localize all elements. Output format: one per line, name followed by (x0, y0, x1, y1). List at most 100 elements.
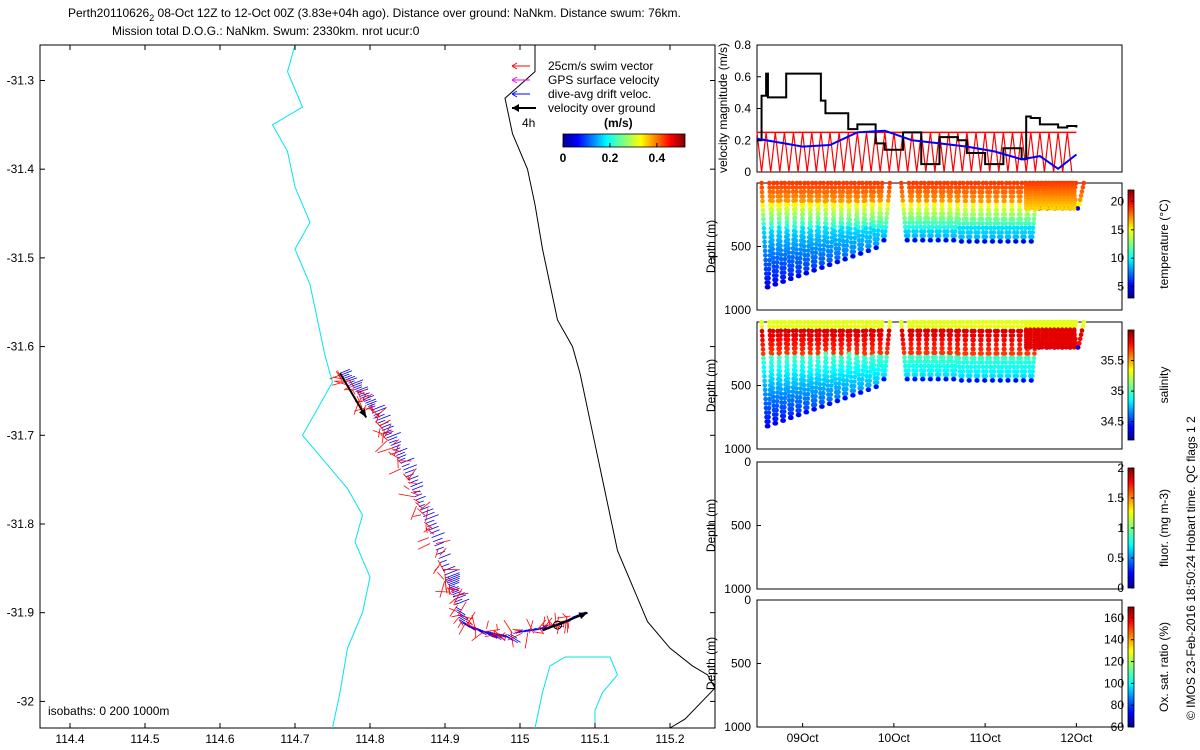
temperature-sample (903, 224, 908, 230)
temperature-sample (813, 185, 819, 190)
salinity-sample (798, 386, 803, 391)
temperature-sample (786, 241, 791, 247)
time-xtick-label: 12Oct (1060, 731, 1093, 745)
salinity-sample (792, 363, 798, 369)
map-xtick-label: 114.9 (430, 732, 459, 746)
temperature-sample (1052, 206, 1057, 211)
temperature-colorbar-tick-label: 10 (1111, 251, 1125, 265)
swim-vector (537, 619, 547, 630)
temperature-sample (955, 207, 961, 213)
temperature-sample (868, 230, 873, 235)
salinity-sample (759, 319, 764, 325)
temperature-sample (952, 233, 957, 239)
temperature-sample (938, 189, 944, 195)
salinity-sample (879, 324, 885, 329)
salinity-sample (938, 324, 943, 329)
salinity-sample (1004, 319, 1009, 325)
temperature-sample (773, 277, 779, 283)
salinity-colorbar-tick-label: 35.5 (1101, 354, 1125, 368)
salinity-sample (1040, 345, 1045, 350)
temperature-sample (824, 221, 829, 227)
salinity-sample (980, 364, 986, 370)
salinity-sample (856, 372, 861, 378)
salinity-sample (791, 337, 796, 343)
temperature-sample (922, 180, 927, 186)
temperature-colorbar-tick-label: 15 (1111, 223, 1125, 237)
temperature-sample (811, 268, 817, 273)
salinity-sample (768, 350, 774, 356)
salinity-sample (1015, 360, 1021, 365)
temperature-sample (840, 225, 845, 230)
temperature-sample (1022, 234, 1027, 240)
salinity-sample (923, 332, 928, 338)
temperature-sample (869, 198, 874, 203)
temperature-sample (901, 211, 907, 217)
temperature-sample (887, 180, 893, 186)
salinity-sample (985, 328, 990, 334)
salinity-sample (1015, 364, 1020, 370)
temperature-sample (831, 215, 837, 221)
temperature-sample (953, 185, 959, 190)
salinity-sample (821, 382, 827, 387)
temperature-sample (839, 221, 845, 226)
temperature-sample (770, 238, 775, 243)
salinity-sample (864, 319, 869, 325)
salinity-sample (934, 363, 939, 369)
temperature-sample (905, 233, 911, 239)
swim-vector (410, 491, 419, 496)
temperature-sample (998, 239, 1003, 244)
temperature-sample (945, 185, 951, 190)
temperature-ytick-label: 500 (731, 240, 751, 254)
salinity-sample (972, 360, 977, 365)
salinity-sample (769, 359, 774, 365)
salinity-sample (840, 373, 846, 379)
temperature-sample (907, 185, 912, 190)
salinity-sample (1016, 333, 1022, 338)
temperature-sample (789, 267, 795, 273)
temperature-sample (1018, 212, 1023, 217)
salinity-sample (1007, 324, 1013, 329)
salinity-sample (771, 319, 776, 325)
map-panel: 114.4 114.5 114.6 114.7 114.8 114.9 115 115.1 11… (7, 44, 716, 746)
salinity-sample (776, 355, 782, 361)
temperature-sample (806, 185, 811, 190)
salinity-sample (767, 332, 773, 338)
salinity-sample (796, 412, 801, 418)
swim-vector (413, 498, 420, 503)
temperature-sample (854, 202, 859, 208)
salinity-sample (977, 328, 982, 334)
drift-vector (420, 506, 430, 511)
salinity-sample (786, 393, 792, 399)
temperature-sample (830, 202, 836, 208)
salinity-sample (996, 364, 1001, 370)
salinity-sample (964, 324, 970, 329)
oxygen-ytick-label: 1000 (724, 720, 751, 734)
salinity-sample (862, 351, 868, 356)
salinity-sample (778, 395, 784, 401)
salinity-sample (821, 328, 827, 334)
temperature-sample (948, 211, 953, 217)
salinity-sample (910, 363, 916, 369)
temperature-sample (1011, 225, 1017, 231)
salinity-sample (773, 421, 778, 426)
salinity-sample (835, 398, 840, 404)
salinity-sample (930, 359, 935, 364)
salinity-sample (887, 319, 893, 325)
salinity-sample (879, 359, 884, 364)
salinity-sample (1003, 360, 1008, 365)
speed-colorbar-tick-label: 0 (560, 151, 567, 165)
temperature-sample (1048, 206, 1053, 211)
temperature-sample (869, 202, 875, 207)
temperature-sample (978, 198, 983, 204)
temperature-sample (916, 198, 921, 203)
swim-vector (504, 633, 507, 641)
temperature-sample (972, 185, 978, 190)
temperature-sample (1036, 206, 1041, 211)
salinity-sample (969, 328, 975, 334)
temperature-sample (934, 180, 939, 186)
temperature-sample (815, 207, 820, 212)
swim-vector (449, 598, 456, 605)
drift-vector (445, 572, 460, 579)
salinity-sample (783, 328, 788, 334)
temperature-sample (1027, 225, 1032, 231)
